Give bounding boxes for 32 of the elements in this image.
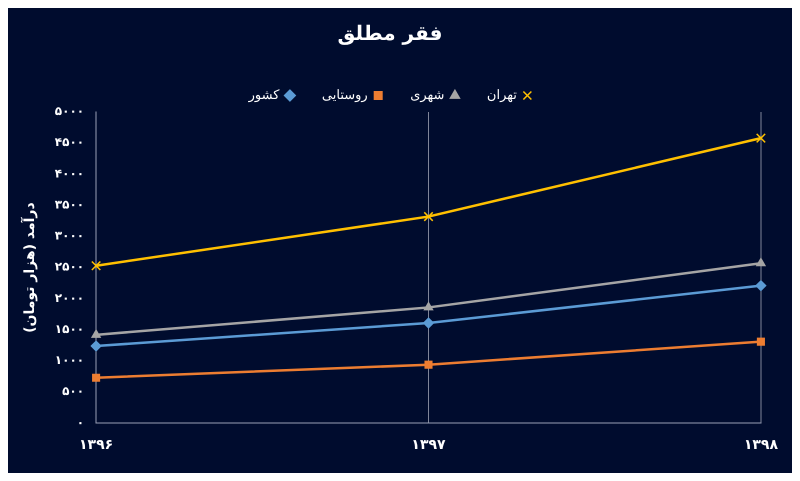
point [92, 374, 100, 382]
x-tick-label: ۱۳۹۶ [79, 437, 114, 454]
point [423, 317, 434, 328]
point [755, 280, 766, 292]
point [756, 258, 766, 266]
y-tick-label: ۲۰۰۰ [54, 290, 84, 305]
y-tick-label: ۵۰۰ [62, 384, 84, 398]
y-tick-label: ۱۵۰۰ [54, 322, 84, 336]
legend-label: شهری [410, 88, 444, 103]
point [424, 302, 434, 310]
y-tick-label: ۳۵۰۰ [54, 197, 84, 212]
y-tick-label: ۲۵۰۰ [54, 260, 84, 274]
y-tick-label: ۳۰۰۰ [54, 228, 84, 243]
chart-title: فقر مطلق [338, 21, 442, 46]
x-tick-label: ۱۳۹۷ [411, 437, 446, 454]
legend-label: کشور [248, 88, 280, 103]
x-tick-label: ۱۳۹۸ [744, 437, 778, 454]
point [90, 340, 102, 352]
point [91, 260, 102, 271]
point [424, 212, 434, 222]
y-tick-label: ۴۰۰۰ [54, 166, 84, 180]
legend-label: تهران [486, 88, 518, 103]
legend-label: روستایی [322, 88, 368, 103]
point [756, 338, 765, 346]
point [424, 360, 433, 369]
y-tick-label: ۰ [76, 415, 84, 430]
point [91, 329, 101, 338]
y-tick-label: ۱۰۰۰ [54, 353, 84, 368]
point [756, 133, 766, 144]
y-tick-label: ۴۵۰۰ [54, 135, 84, 150]
y-tick-label: ۵۰۰۰ [54, 104, 84, 118]
y-axis-title: درآمد (هزار تومان) [20, 202, 38, 333]
